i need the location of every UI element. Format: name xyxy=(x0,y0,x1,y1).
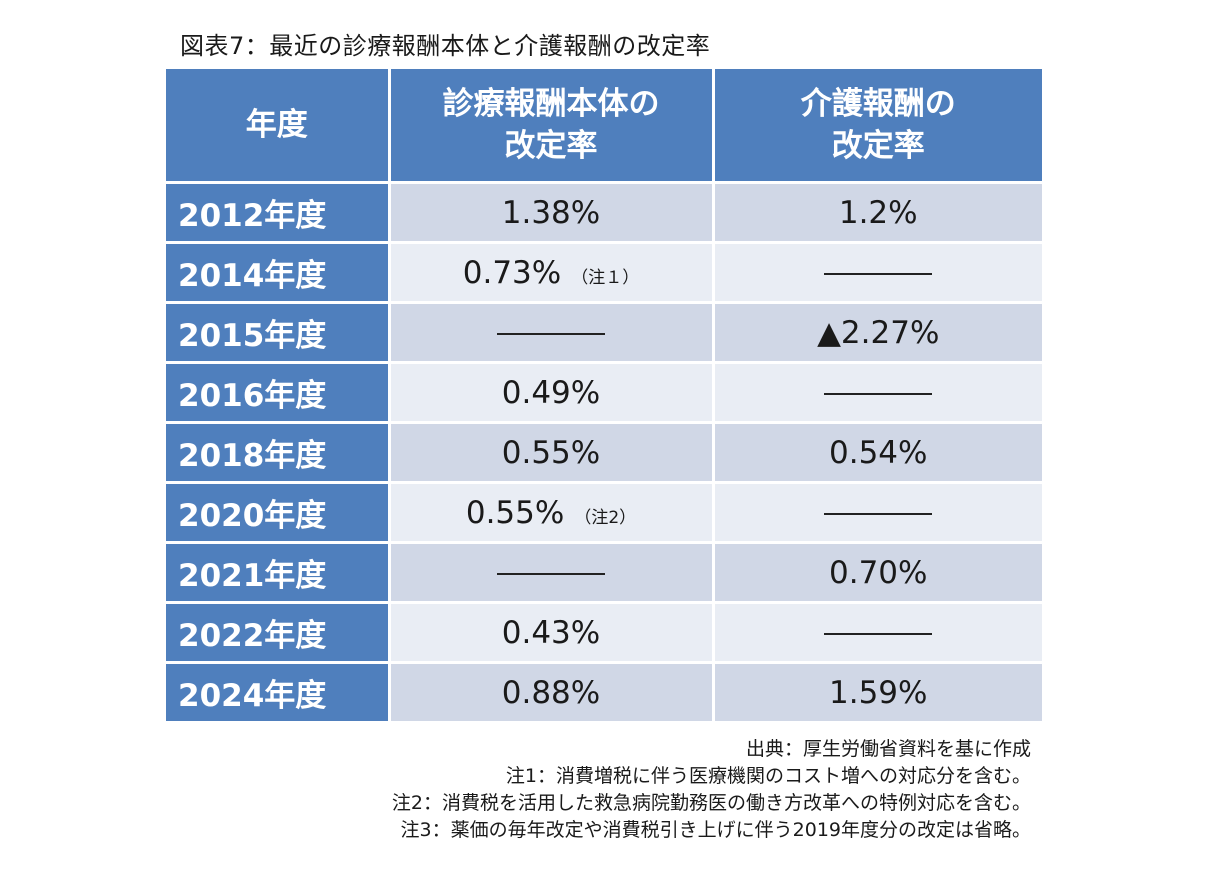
no-revision-dash xyxy=(824,273,933,275)
note-2: 注2：消費税を活用した救急病院勤務医の働き方改革への特例対応を含む。 xyxy=(391,792,1031,814)
rate-value: 0.55% xyxy=(465,494,565,531)
medical-rate-cell: 0.73% （注１） xyxy=(389,242,715,304)
care-rate-cell: 0.70% xyxy=(713,542,1042,604)
care-rate-cell xyxy=(713,602,1042,664)
table-row: 2020年度 0.55% （注2） xyxy=(166,482,1042,544)
year-cell: 2012年度 xyxy=(166,182,391,244)
table-row: 2015年度 ▲2.27% xyxy=(166,302,1042,364)
revision-rate-table: 年度 診療報酬本体の 改定率 介護報酬の 改定率 2012年度 1.38% 1.2%… xyxy=(166,69,1042,721)
rate-value: 1.38% xyxy=(501,194,601,231)
source-note: 出典：厚生労働省資料を基に作成 xyxy=(745,738,1031,760)
year-cell: 2018年度 xyxy=(166,422,391,484)
care-rate-cell: ▲2.27% xyxy=(713,302,1042,364)
table-row: 2022年度 0.43% xyxy=(166,602,1042,664)
header-medical-line1: 診療報酬本体の xyxy=(442,86,660,122)
rate-value: 0.70% xyxy=(829,554,928,591)
note-1: 注1：消費増税に伴う医療機関のコスト増への対応分を含む。 xyxy=(505,765,1031,787)
care-rate-cell: 1.2% xyxy=(713,182,1042,244)
medical-rate-cell: 0.49% xyxy=(389,362,715,424)
figure-title: 図表7：最近の診療報酬本体と介護報酬の改定率 xyxy=(180,32,711,60)
no-revision-dash xyxy=(824,393,933,395)
care-rate-cell xyxy=(713,242,1042,304)
year-cell: 2024年度 xyxy=(166,662,391,721)
table-row: 2016年度 0.49% xyxy=(166,362,1042,424)
rate-value: 0.49% xyxy=(501,374,601,411)
medical-rate-cell: 0.88% xyxy=(389,662,715,721)
care-rate-cell xyxy=(713,482,1042,544)
medical-rate-cell xyxy=(389,302,715,364)
footnote-ref: （注2） xyxy=(574,507,637,528)
medical-rate-cell xyxy=(389,542,715,604)
table-row: 2024年度 0.88% 1.59% xyxy=(166,662,1042,721)
rate-value: 0.54% xyxy=(829,434,928,471)
rate-value: 0.55% xyxy=(501,434,601,471)
note-3: 注3：薬価の毎年改定や消費税引き上げに伴う2019年度分の改定は省略。 xyxy=(400,819,1031,841)
no-revision-dash xyxy=(824,513,933,515)
notes-block: 出典：厚生労働省資料を基に作成 注1：消費増税に伴う医療機関のコスト増への対応分… xyxy=(392,736,1031,844)
medical-rate-cell: 0.55% xyxy=(389,422,715,484)
table-row: 2021年度 0.70% xyxy=(166,542,1042,604)
medical-rate-cell: 0.43% xyxy=(389,602,715,664)
rate-value: 0.43% xyxy=(501,614,601,651)
header-medical-fee-rate: 診療報酬本体の 改定率 xyxy=(389,69,715,184)
medical-rate-cell: 0.55% （注2） xyxy=(389,482,715,544)
header-year: 年度 xyxy=(166,69,391,184)
no-revision-dash xyxy=(824,633,933,635)
care-rate-cell xyxy=(713,362,1042,424)
header-medical-line2: 改定率 xyxy=(504,128,598,164)
rate-value: 1.2% xyxy=(838,194,918,231)
no-revision-dash xyxy=(497,573,605,575)
table-row: 2018年度 0.55% 0.54% xyxy=(166,422,1042,484)
rate-value: 1.59% xyxy=(829,674,928,711)
care-rate-cell: 1.59% xyxy=(713,662,1042,721)
rate-value: 0.73% xyxy=(462,254,562,291)
rate-value: ▲2.27% xyxy=(817,314,940,351)
care-rate-cell: 0.54% xyxy=(713,422,1042,484)
header-care-fee-rate: 介護報酬の 改定率 xyxy=(713,69,1042,184)
table-header-row: 年度 診療報酬本体の 改定率 介護報酬の 改定率 xyxy=(166,69,1042,184)
year-cell: 2014年度 xyxy=(166,242,391,304)
year-cell: 2020年度 xyxy=(166,482,391,544)
rate-value: 0.88% xyxy=(501,674,601,711)
year-cell: 2022年度 xyxy=(166,602,391,664)
year-cell: 2015年度 xyxy=(166,302,391,364)
no-revision-dash xyxy=(497,333,605,335)
table-row: 2012年度 1.38% 1.2% xyxy=(166,182,1042,244)
medical-rate-cell: 1.38% xyxy=(389,182,715,244)
year-cell: 2016年度 xyxy=(166,362,391,424)
table-row: 2014年度 0.73% （注１） xyxy=(166,242,1042,304)
year-cell: 2021年度 xyxy=(166,542,391,604)
header-care-line1: 介護報酬の xyxy=(800,86,956,122)
footnote-ref: （注１） xyxy=(571,267,640,288)
header-care-line2: 改定率 xyxy=(831,128,925,164)
